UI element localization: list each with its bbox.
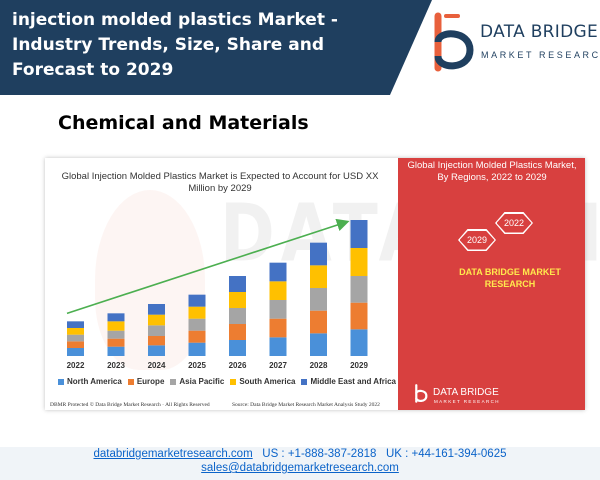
bar-2023-series-2 xyxy=(107,330,125,339)
bar-2023-series-0 xyxy=(107,346,125,356)
bar-2023-series-1 xyxy=(107,338,125,347)
bar-2026-series-4 xyxy=(229,276,246,292)
logo-panel xyxy=(390,0,600,95)
bar-2022-series-0 xyxy=(67,348,84,356)
bar-2024-series-3 xyxy=(148,314,165,326)
legend-swatch-1 xyxy=(127,378,134,385)
legend-label-1: Europe xyxy=(136,377,165,386)
bar-2022-series-2 xyxy=(67,334,84,342)
bar-2028-series-2 xyxy=(310,288,327,311)
bar-2028-series-1 xyxy=(310,310,327,334)
x-tick-label-2029: 2029 xyxy=(350,361,368,370)
x-tick-label-2023: 2023 xyxy=(107,361,125,370)
bar-2025-series-3 xyxy=(188,306,206,319)
legend-item-1: Europe xyxy=(127,377,165,386)
chart-copyright: DBMR Protected © Data Bridge Market Rese… xyxy=(50,402,210,408)
regions-panel-title: Global Injection Molded Plastics Market,… xyxy=(407,160,577,183)
legend-swatch-3 xyxy=(230,378,237,385)
legend-item-2: Asia Pacific xyxy=(170,377,224,386)
bar-2027-series-2 xyxy=(269,300,287,319)
page-title: injection molded plastics Market - Indus… xyxy=(12,10,338,80)
bar-2027-series-0 xyxy=(269,337,287,356)
bar-2028-series-0 xyxy=(310,333,327,356)
footer-contact-line: databridgemarketresearch.com US : +1-888… xyxy=(0,448,600,460)
legend-label-4: Middle East and Africa xyxy=(310,377,396,386)
hex-label-start: 2029 xyxy=(459,230,495,250)
bar-2024-series-2 xyxy=(148,325,165,336)
hex-label-end: 2022 xyxy=(496,213,532,233)
mini-logo-icon xyxy=(415,384,428,403)
legend-label-0: North America xyxy=(67,377,122,386)
x-tick-label-2026: 2026 xyxy=(229,361,247,370)
trend-arrow xyxy=(66,218,350,315)
bar-2026-series-0 xyxy=(229,340,246,356)
bar-2023-series-3 xyxy=(107,321,125,331)
bar-2024-series-1 xyxy=(148,336,165,346)
logo-name: DATA BRIDGE xyxy=(480,22,598,42)
legend-label-2: Asia Pacific xyxy=(179,377,225,386)
hex-badge-end: 2029 xyxy=(458,229,496,251)
bar-2025-series-1 xyxy=(188,330,206,343)
bar-2022-series-4 xyxy=(67,321,84,328)
bar-2027-series-4 xyxy=(269,262,287,282)
legend-swatch-4 xyxy=(301,378,308,385)
chart-source: Source: Data Bridge Market Research Mark… xyxy=(232,402,380,408)
bar-2029-series-1 xyxy=(350,302,368,330)
legend-label-3: South America xyxy=(239,377,296,386)
mini-logo-name: DATA BRIDGE xyxy=(433,387,499,398)
bar-2029-series-2 xyxy=(350,276,368,303)
bar-2024-series-0 xyxy=(148,345,165,356)
hex-badge-start: 2022 xyxy=(495,212,533,234)
legend-swatch-2 xyxy=(170,378,177,385)
x-tick-label-2028: 2028 xyxy=(310,361,328,370)
bar-2029-series-3 xyxy=(350,248,368,276)
bar-2022-series-1 xyxy=(67,341,84,348)
chart-title: Global Injection Molded Plastics Market … xyxy=(61,171,379,194)
bar-2028-series-3 xyxy=(310,265,327,288)
legend-item-0: North America xyxy=(58,377,122,386)
bar-2024-series-4 xyxy=(148,304,165,315)
bar-2026-series-1 xyxy=(229,324,246,340)
section-title: Chemical and Materials xyxy=(58,112,309,134)
bar-2022-series-3 xyxy=(67,328,84,335)
bar-2025-series-2 xyxy=(188,318,206,331)
footer-band xyxy=(0,447,600,480)
legend-item-3: South America xyxy=(230,377,295,386)
x-tick-label-2027: 2027 xyxy=(269,361,287,370)
x-tick-label-2025: 2025 xyxy=(188,361,206,370)
bar-2029-series-4 xyxy=(350,220,368,248)
bar-2027-series-1 xyxy=(269,318,287,338)
logo-tagline: MARKET RESEARCH xyxy=(481,50,600,60)
mini-logo-tagline: MARKET RESEARCH xyxy=(434,399,500,404)
bar-2025-series-0 xyxy=(188,342,206,356)
footer-website-link[interactable]: databridgemarketresearch.com xyxy=(93,448,253,460)
footer-phone-uk: UK : +44-161-394-0625 xyxy=(385,448,507,460)
chart-legend: North America Europe Asia Pacific South Ame… xyxy=(58,377,398,386)
footer-email-line: sales@databridgemarketresearch.com xyxy=(0,462,600,474)
stacked-bar-chart: 2022 2023 2024 2025 2026 2027 2028 2029 xyxy=(66,218,368,370)
regions-panel xyxy=(398,158,585,410)
footer-email-link[interactable]: sales@databridgemarketresearch.com xyxy=(201,462,399,474)
x-tick-label-2022: 2022 xyxy=(67,361,85,370)
footer-phone-us: US : +1-888-387-2818 xyxy=(262,448,377,460)
bar-2027-series-3 xyxy=(269,281,287,300)
bar-2023-series-4 xyxy=(107,313,125,322)
bar-2028-series-4 xyxy=(310,242,327,266)
regions-panel-brand: DATA BRIDGE MARKET RESEARCH xyxy=(459,267,561,289)
bar-2026-series-3 xyxy=(229,292,246,308)
bar-2026-series-2 xyxy=(229,308,246,324)
x-tick-label-2024: 2024 xyxy=(148,361,166,370)
bar-2025-series-4 xyxy=(188,294,206,307)
legend-swatch-0 xyxy=(58,378,64,385)
data-bridge-logo-icon xyxy=(434,12,474,72)
bar-2029-series-0 xyxy=(350,329,368,356)
legend-item-4: Middle East and Africa xyxy=(301,377,396,386)
